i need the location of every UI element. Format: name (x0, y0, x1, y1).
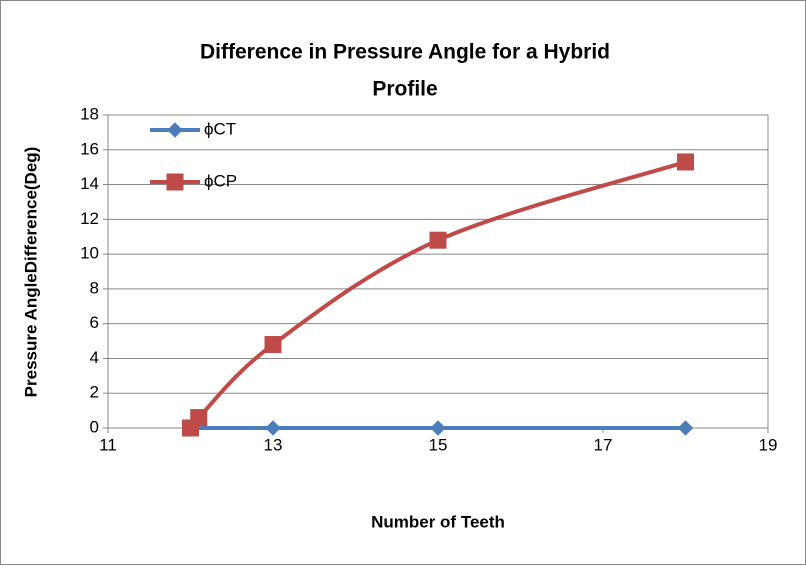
x-tick-label: 19 (759, 435, 778, 454)
y-tick-label: 0 (90, 417, 99, 436)
data-point (677, 153, 694, 171)
data-point (677, 420, 694, 436)
legend-label: ϕCT (204, 119, 236, 138)
y-tick-label: 8 (90, 278, 99, 297)
data-point (190, 409, 208, 427)
x-tick-label: 13 (264, 435, 283, 454)
y-tick-label: 12 (80, 209, 99, 228)
y-tick-label: 18 (80, 104, 99, 123)
y-tick-label: 14 (80, 174, 99, 193)
data-point (264, 336, 282, 354)
x-tick-label: 17 (594, 435, 613, 454)
y-tick-label: 10 (80, 244, 99, 263)
chart-title: Profile (372, 78, 437, 101)
y-tick-label: 6 (90, 313, 99, 332)
data-point (429, 231, 447, 249)
y-axis-title: Pressure AngleDifference(Deg) (21, 147, 40, 398)
legend-label: ϕCP (204, 171, 237, 190)
legend-marker (167, 122, 183, 138)
y-tick-label: 2 (90, 383, 99, 402)
y-tick-label: 16 (80, 139, 99, 158)
x-tick-label: 15 (429, 435, 448, 454)
chart-title: Difference in Pressure Angle for a Hybri… (200, 41, 610, 64)
y-tick-label: 4 (90, 348, 99, 367)
x-tick-label: 11 (99, 435, 117, 454)
data-point (265, 420, 281, 436)
data-point (430, 420, 446, 436)
legend-marker (166, 173, 184, 191)
x-axis-title: Number of Teeth (371, 512, 505, 531)
